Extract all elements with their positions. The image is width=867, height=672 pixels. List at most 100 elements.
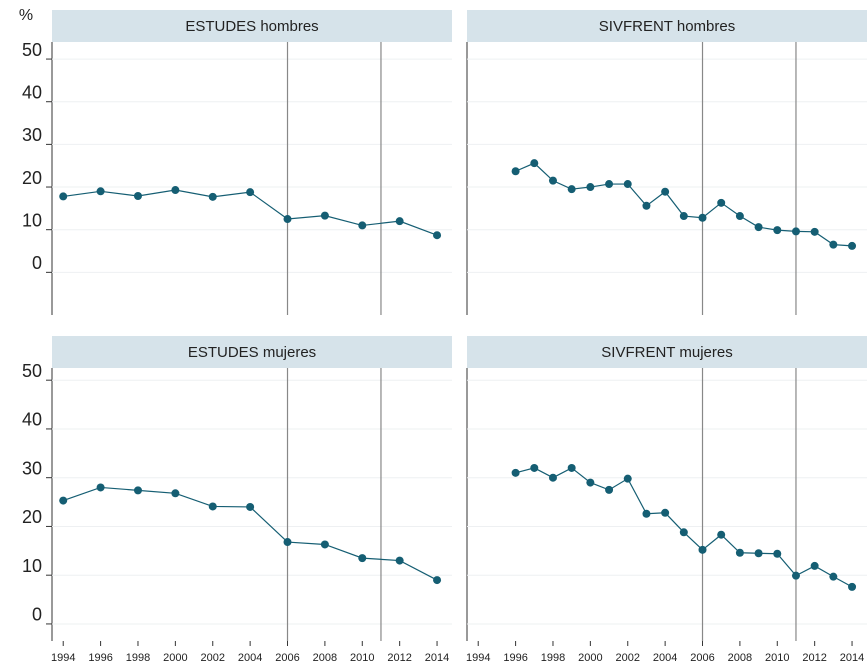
point (96, 187, 105, 196)
point (661, 508, 670, 517)
point (717, 198, 726, 207)
x-tick-label: 2004 (238, 652, 262, 664)
x-tick-label: 2004 (653, 652, 677, 664)
x-tick-label: 2012 (387, 652, 411, 664)
point (586, 183, 595, 192)
y-tick-label: 50 (22, 40, 42, 60)
point (246, 502, 255, 511)
point (810, 227, 819, 236)
point (208, 192, 217, 201)
y-tick-label: 10 (22, 210, 42, 230)
point (829, 572, 838, 581)
x-tick-label: 1998 (126, 652, 150, 664)
x-tick-label: 2012 (802, 652, 826, 664)
y-tick-label: 0 (32, 605, 42, 625)
x-tick-label: 2006 (690, 652, 714, 664)
panel-header (52, 10, 452, 42)
panel-title: SIVFRENT mujeres (601, 344, 732, 361)
y-tick-label: 40 (22, 410, 42, 430)
point (395, 556, 404, 565)
point (320, 211, 329, 220)
point (679, 212, 688, 221)
panel-title: ESTUDES mujeres (188, 344, 316, 361)
point (642, 201, 651, 210)
series-line (515, 162, 853, 247)
point (246, 188, 255, 197)
point (208, 502, 217, 511)
point (698, 545, 707, 554)
point (548, 473, 557, 482)
x-tick-label: 1996 (88, 652, 112, 664)
panel-title: ESTUDES hombres (185, 18, 318, 35)
y-tick-label: 20 (22, 168, 42, 188)
x-tick-label: 1996 (503, 652, 527, 664)
point (530, 159, 539, 168)
point (848, 582, 857, 591)
x-tick-label: 2008 (313, 652, 337, 664)
point (171, 186, 180, 195)
point (59, 192, 68, 201)
panel-header (467, 10, 867, 42)
point (717, 530, 726, 539)
x-tick-label: 2014 (840, 652, 864, 664)
point (548, 176, 557, 185)
point (661, 187, 670, 196)
x-tick-label: 2000 (578, 652, 602, 664)
panel-header (467, 336, 867, 368)
y-tick-label: 10 (22, 556, 42, 576)
point (567, 185, 576, 194)
point (433, 576, 442, 585)
point (433, 231, 442, 240)
point (773, 226, 782, 235)
point (642, 509, 651, 518)
point (623, 180, 632, 189)
point (59, 496, 68, 505)
series-line (515, 467, 853, 588)
y-tick-label: 30 (22, 458, 42, 478)
point (320, 540, 329, 549)
point (133, 486, 142, 495)
point (605, 485, 614, 494)
y-tick-label: 30 (22, 125, 42, 145)
x-tick-label: 2000 (163, 652, 187, 664)
point (567, 463, 576, 472)
point (735, 212, 744, 221)
x-tick-label: 2006 (275, 652, 299, 664)
x-tick-label: 1998 (541, 652, 565, 664)
y-tick-label: 50 (22, 361, 42, 381)
point (698, 213, 707, 222)
y-tick-label: 40 (22, 82, 42, 102)
x-tick-label: 1994 (51, 652, 75, 664)
x-tick-label: 2002 (616, 652, 640, 664)
x-tick-label: 2010 (350, 652, 374, 664)
point (133, 191, 142, 200)
point (283, 215, 292, 224)
point (358, 221, 367, 230)
point (511, 167, 520, 176)
panel-title: SIVFRENT hombres (599, 18, 735, 35)
point (773, 549, 782, 558)
y-axis-label: % (19, 7, 33, 24)
point (586, 478, 595, 487)
x-tick-label: 2014 (425, 652, 449, 664)
x-tick-label: 2002 (201, 652, 225, 664)
point (735, 548, 744, 557)
point (171, 489, 180, 498)
x-tick-label: 1994 (466, 652, 490, 664)
point (829, 240, 838, 249)
point (605, 180, 614, 189)
y-tick-label: 0 (32, 253, 42, 273)
point (754, 549, 763, 558)
point (754, 223, 763, 232)
point (96, 483, 105, 492)
point (848, 241, 857, 250)
point (810, 561, 819, 570)
point (358, 554, 367, 563)
y-tick-label: 20 (22, 507, 42, 527)
point (791, 571, 800, 580)
point (283, 538, 292, 547)
x-tick-label: 2008 (728, 652, 752, 664)
point (791, 227, 800, 236)
point (530, 463, 539, 472)
